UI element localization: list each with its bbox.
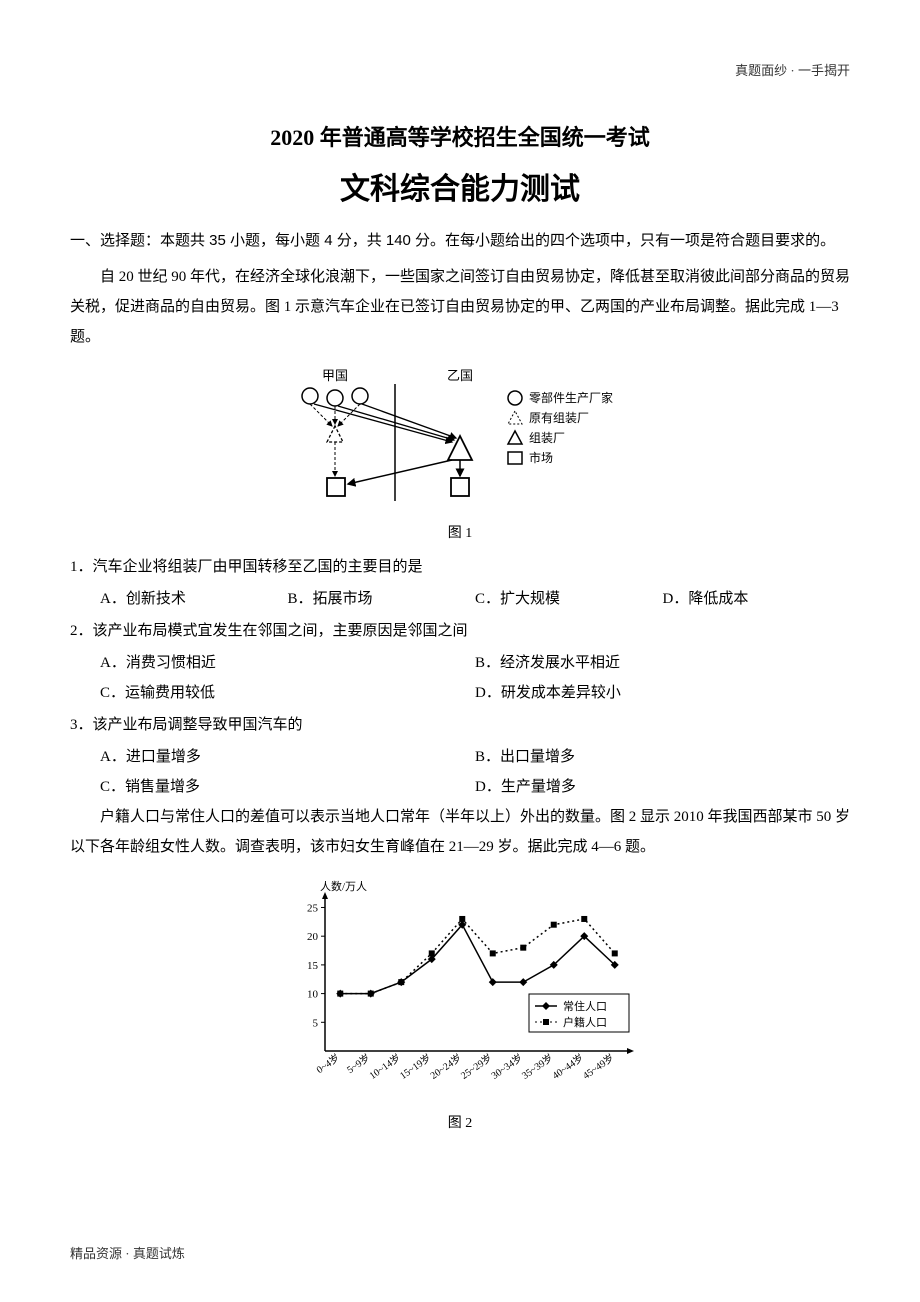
figure-1: 甲国 乙国零部件生产厂家原有组装厂组装厂市场 图 1 — [70, 366, 850, 542]
q3-opt-a: A．进口量增多 — [100, 742, 475, 772]
q1-opt-d: D．降低成本 — [663, 584, 851, 614]
svg-text:35~39岁: 35~39岁 — [519, 1051, 555, 1082]
q2-opt-a: A．消费习惯相近 — [100, 648, 475, 678]
svg-text:25: 25 — [307, 902, 319, 914]
passage-1: 自 20 世纪 90 年代，在经济全球化浪潮下，一些国家之间签订自由贸易协定，降… — [70, 262, 850, 352]
svg-text:5: 5 — [313, 1017, 319, 1029]
question-2-stem: 2．该产业布局模式宜发生在邻国之间，主要原因是邻国之间 — [70, 616, 850, 646]
q2-opt-b: B．经济发展水平相近 — [475, 648, 850, 678]
footer-watermark: 精品资源 · 真题试炼 — [70, 1243, 185, 1262]
svg-text:市场: 市场 — [529, 450, 553, 465]
q3-opt-d: D．生产量增多 — [475, 772, 850, 802]
svg-text:10: 10 — [307, 989, 319, 1001]
svg-text:原有组装厂: 原有组装厂 — [529, 411, 589, 425]
q1-opt-c: C．扩大规模 — [475, 584, 663, 614]
svg-text:25~29岁: 25~29岁 — [458, 1051, 494, 1082]
svg-text:户籍人口: 户籍人口 — [563, 1015, 607, 1029]
svg-text:20: 20 — [307, 931, 319, 943]
question-1-options: A．创新技术 B．拓展市场 C．扩大规模 D．降低成本 — [70, 584, 850, 614]
svg-text:人数/万人: 人数/万人 — [320, 880, 367, 893]
svg-text:乙国: 乙国 — [447, 368, 473, 383]
question-3-options-row1: A．进口量增多 B．出口量增多 — [70, 742, 850, 772]
figure-1-diagram: 甲国 乙国零部件生产厂家原有组装厂组装厂市场 — [280, 366, 640, 516]
question-1-stem: 1．汽车企业将组装厂由甲国转移至乙国的主要目的是 — [70, 552, 850, 582]
figure-2-caption: 图 2 — [70, 1112, 850, 1132]
svg-text:常住人口: 常住人口 — [563, 999, 607, 1013]
svg-text:20~24岁: 20~24岁 — [427, 1051, 463, 1082]
header-watermark: 真题面纱 · 一手揭开 — [735, 60, 850, 79]
question-3-options-row2: C．销售量增多 D．生产量增多 — [70, 772, 850, 802]
svg-text:15: 15 — [307, 960, 319, 972]
svg-text:45~49岁: 45~49岁 — [580, 1051, 616, 1082]
svg-text:40~44岁: 40~44岁 — [549, 1051, 585, 1082]
exam-year-title: 2020 年普通高等学校招生全国统一考试 — [70, 120, 850, 152]
svg-text:0~4岁: 0~4岁 — [314, 1051, 342, 1076]
figure-2-chart: 人数/万人5101520250~4岁5~9岁10~14岁15~19岁20~24岁… — [280, 876, 640, 1106]
q3-opt-c: C．销售量增多 — [100, 772, 475, 802]
question-2-options-row1: A．消费习惯相近 B．经济发展水平相近 — [70, 648, 850, 678]
figure-1-caption: 图 1 — [70, 522, 850, 542]
q3-opt-b: B．出口量增多 — [475, 742, 850, 772]
svg-text:15~19岁: 15~19岁 — [397, 1051, 433, 1082]
svg-text:组装厂: 组装厂 — [529, 431, 565, 445]
q2-opt-c: C．运输费用较低 — [100, 678, 475, 708]
section-1-heading: 一、选择题：本题共 35 小题，每小题 4 分，共 140 分。在每小题给出的四… — [70, 226, 850, 256]
question-2-options-row2: C．运输费用较低 D．研发成本差异较小 — [70, 678, 850, 708]
svg-text:10~14岁: 10~14岁 — [366, 1051, 402, 1082]
passage-2: 户籍人口与常住人口的差值可以表示当地人口常年（半年以上）外出的数量。图 2 显示… — [70, 802, 850, 862]
q2-opt-d: D．研发成本差异较小 — [475, 678, 850, 708]
exam-subject-title: 文科综合能力测试 — [70, 164, 850, 208]
svg-text:甲国: 甲国 — [322, 368, 348, 383]
q1-opt-b: B．拓展市场 — [288, 584, 476, 614]
svg-text:零部件生产厂家: 零部件生产厂家 — [529, 390, 613, 405]
question-3-stem: 3．该产业布局调整导致甲国汽车的 — [70, 710, 850, 740]
figure-2: 人数/万人5101520250~4岁5~9岁10~14岁15~19岁20~24岁… — [70, 876, 850, 1132]
q1-opt-a: A．创新技术 — [100, 584, 288, 614]
svg-text:30~34岁: 30~34岁 — [488, 1051, 524, 1082]
